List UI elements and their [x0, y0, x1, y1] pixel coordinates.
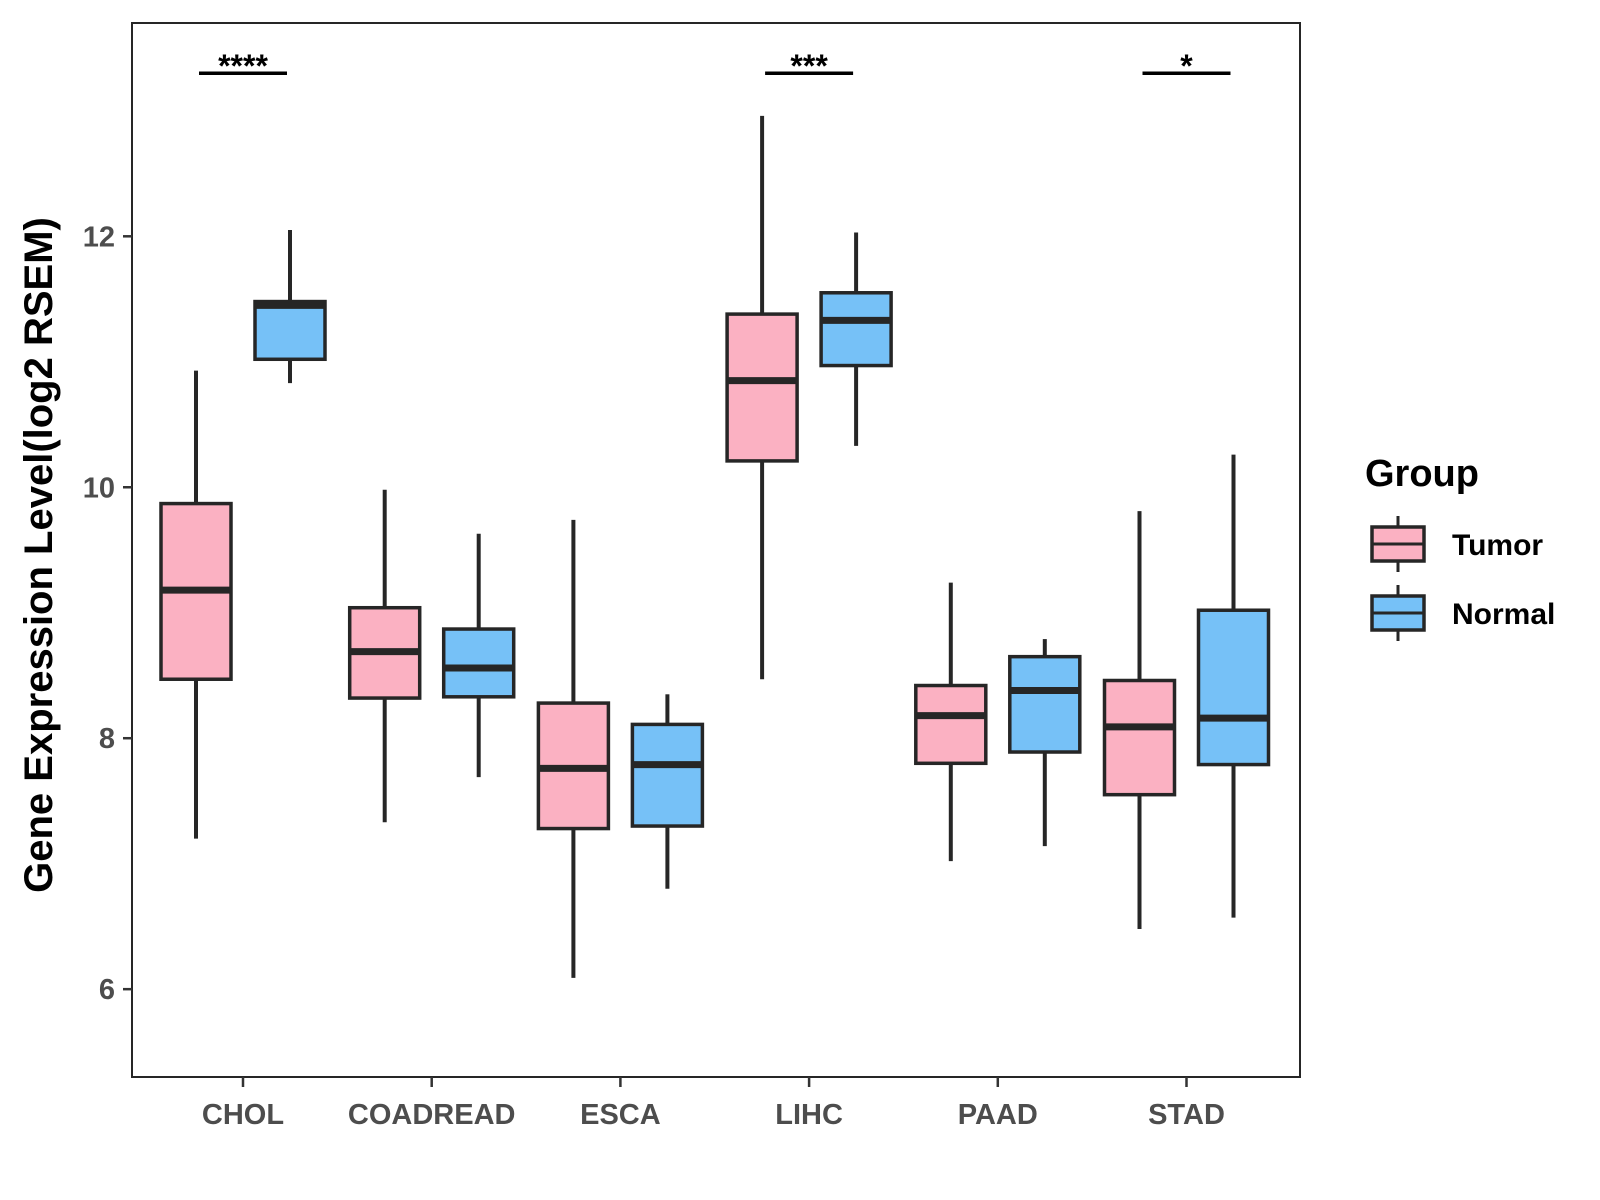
box-lihc-tumor: [725, 115, 799, 680]
panel-border: [131, 22, 1301, 1078]
box-stad-tumor: [1102, 511, 1177, 929]
box-body-lihc-tumor: [725, 312, 799, 463]
box-body-paad-tumor: [914, 683, 988, 766]
box-coadread-tumor: [347, 489, 422, 823]
legend-label-normal: Normal: [1452, 598, 1555, 631]
y-tick-label-12: 12: [83, 221, 115, 253]
significance-stad: *: [1142, 48, 1231, 84]
legend-item-tumor: Tumor: [1370, 516, 1543, 572]
box-esca-normal: [630, 694, 705, 889]
significance-label-stad: *: [1180, 48, 1193, 84]
box-esca-tumor: [536, 519, 611, 978]
x-tick-label-chol: CHOL: [202, 1099, 284, 1131]
box-body-chol-normal: [253, 299, 327, 362]
box-stad-normal: [1196, 454, 1271, 918]
box-coadread-normal: [441, 533, 516, 778]
box-lihc-normal: [819, 232, 893, 446]
box-body-coadread-normal: [441, 627, 516, 699]
legend: Group Tumor Normal: [1365, 453, 1555, 641]
significance-label-lihc: ***: [790, 48, 828, 84]
box-chol-tumor: [159, 370, 233, 839]
legend-item-normal: Normal: [1370, 585, 1555, 641]
significance-lihc: ***: [765, 48, 854, 84]
legend-title: Group: [1365, 453, 1479, 495]
y-tick-label-6: 6: [99, 974, 115, 1006]
box-paad-normal: [1008, 639, 1082, 847]
box-body-stad-normal: [1196, 608, 1271, 767]
box-paad-tumor: [914, 582, 988, 862]
box-chol-normal: [253, 230, 327, 384]
x-tick-label-esca: ESCA: [580, 1099, 661, 1131]
significance-label-chol: ****: [218, 48, 268, 84]
y-axis-title: Gene Expression Level(log2 RSEM): [17, 217, 61, 893]
box-body-stad-tumor: [1102, 678, 1177, 797]
x-tick-label-coadread: COADREAD: [348, 1099, 516, 1131]
box-body-lihc-normal: [819, 291, 893, 368]
plot-area: **** *** *: [159, 48, 1271, 978]
box-body-paad-normal: [1008, 654, 1082, 754]
x-tick-label-stad: STAD: [1148, 1099, 1225, 1131]
x-tick-label-lihc: LIHC: [775, 1099, 843, 1131]
axes: 6 8 10 12 CHOL COADREAD ESCA LIHC PAAD STAD: [83, 22, 1301, 1131]
legend-label-tumor: Tumor: [1452, 529, 1543, 562]
y-tick-label-8: 8: [99, 723, 115, 755]
box-body-esca-normal: [630, 722, 705, 828]
x-tick-label-paad: PAAD: [958, 1099, 1038, 1131]
significance-chol: ****: [199, 48, 287, 84]
y-tick-label-10: 10: [83, 472, 115, 504]
